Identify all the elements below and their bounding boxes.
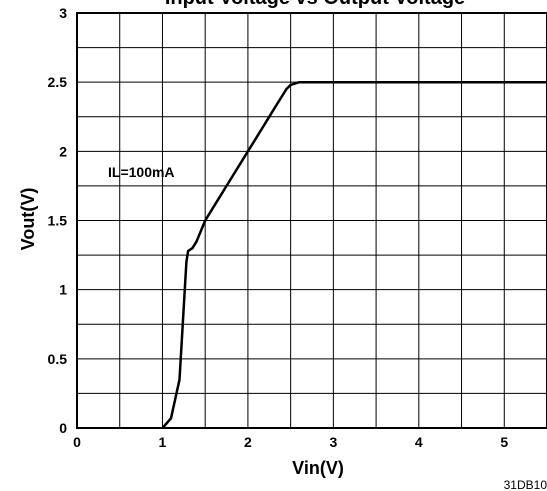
x-tick-label: 1: [159, 434, 167, 450]
y-tick-label: 2: [59, 143, 67, 159]
y-tick-label: 0.5: [48, 351, 68, 367]
annotation-il: IL=100mA: [108, 164, 175, 180]
y-tick-label: 1: [59, 282, 67, 298]
x-tick-label: 3: [329, 434, 337, 450]
y-tick-label: 3: [59, 5, 67, 21]
y-axis-label: Vout(V): [18, 188, 38, 251]
x-tick-label: 0: [73, 434, 81, 450]
x-tick-label: 5: [500, 434, 508, 450]
figure-code: 31DB10: [504, 478, 547, 491]
x-tick-label: 4: [415, 434, 423, 450]
grid: [77, 13, 547, 428]
series-group: [161, 80, 547, 429]
chart-title: Input Voltage vs Output Voltage: [165, 0, 465, 9]
y-tick-label: 2.5: [48, 74, 68, 90]
x-axis-ticks: 0 1 2 3 4 5: [73, 434, 508, 450]
y-axis-ticks: 0 0.5 1 1.5 2 2.5 3: [48, 5, 68, 436]
plot-area: [76, 12, 547, 429]
x-axis-label: Vin(V): [292, 458, 344, 478]
y-tick-label: 1.5: [48, 213, 68, 229]
x-tick-label: 2: [244, 434, 252, 450]
series-line: [161, 80, 547, 429]
y-tick-label: 0: [59, 420, 67, 436]
